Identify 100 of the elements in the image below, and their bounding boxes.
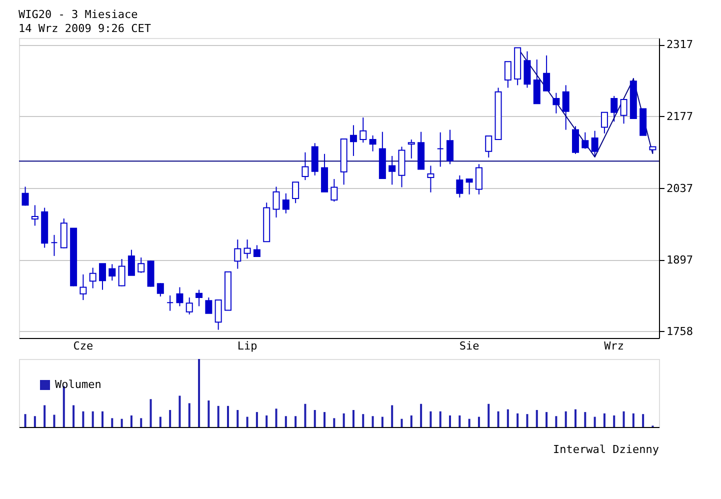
- candlestick: [436, 132, 444, 168]
- bar: [275, 408, 278, 427]
- text: Interwal Dzienny: [553, 443, 660, 456]
- bar: [226, 406, 229, 427]
- candlestick: [562, 84, 570, 130]
- candlestick: [118, 258, 126, 287]
- bar: [111, 418, 114, 427]
- bar: [130, 415, 132, 427]
- candlestick: [582, 132, 589, 150]
- bar: [208, 400, 210, 427]
- candlestick: [360, 116, 367, 144]
- candlestick: [22, 186, 29, 206]
- bar: [430, 411, 432, 427]
- bar: [150, 399, 152, 427]
- y-tick-label: 2317: [666, 38, 693, 52]
- bar: [506, 409, 509, 427]
- candlestick: [572, 126, 579, 154]
- candlestick: [80, 274, 87, 301]
- candlestick: [50, 234, 58, 256]
- bar: [178, 396, 181, 427]
- bar: [352, 410, 354, 427]
- candlestick: [138, 256, 145, 274]
- bar: [92, 411, 94, 427]
- bar: [381, 416, 384, 427]
- candlestick: [186, 296, 193, 315]
- bar: [362, 414, 364, 427]
- bar: [217, 406, 220, 427]
- bar: [314, 410, 316, 427]
- bar: [82, 411, 84, 427]
- candlestick: [234, 239, 242, 270]
- candlestick: [176, 286, 184, 307]
- bar: [372, 416, 374, 427]
- candlestick: [388, 155, 396, 186]
- bar: [140, 418, 142, 427]
- candlestick: [591, 130, 598, 158]
- bar: [236, 410, 239, 427]
- candlestick: [552, 92, 560, 114]
- bar: [294, 416, 297, 427]
- bar: [458, 415, 461, 427]
- bar: [44, 405, 46, 427]
- candlestick: [408, 139, 415, 160]
- candlestick: [99, 263, 106, 290]
- candlestick: [427, 165, 434, 193]
- candlestick: [533, 59, 540, 104]
- candlestick: [456, 174, 464, 198]
- x-tick-label: Sie: [459, 340, 480, 352]
- bar: [574, 409, 576, 427]
- bar: [468, 418, 470, 427]
- bar: [304, 404, 306, 427]
- bar: [102, 411, 104, 427]
- candlestick: [466, 178, 473, 195]
- bar: [642, 414, 644, 427]
- y-tick-label: 1897: [666, 254, 693, 267]
- candlestick: [620, 99, 628, 124]
- candlestick: [485, 135, 492, 158]
- bar: [400, 418, 403, 427]
- bar: [34, 416, 36, 427]
- bar: [72, 405, 75, 427]
- bar: [622, 411, 625, 427]
- chart-title: WIG20 - 3 Miesiace: [18, 8, 138, 21]
- x-tick-label: Wrz: [604, 340, 624, 352]
- x-tick-label: Lip: [237, 340, 258, 352]
- bar: [603, 413, 606, 427]
- bar: [449, 415, 452, 427]
- legend-label: Wolumen: [55, 378, 102, 391]
- bar: [342, 413, 345, 427]
- bar: [526, 414, 528, 427]
- candlestick: [610, 95, 618, 122]
- candlestick: [504, 61, 512, 88]
- candlestick: [543, 54, 550, 92]
- bar: [284, 416, 287, 427]
- candlestick: [292, 182, 300, 204]
- bar: [516, 413, 519, 427]
- bar: [159, 416, 162, 427]
- bar: [555, 416, 558, 427]
- candlestick: [350, 124, 357, 156]
- candlestick: [369, 134, 376, 152]
- bar: [420, 404, 422, 427]
- y-tick-label: 1758: [666, 324, 693, 338]
- bar: [198, 359, 200, 427]
- bar: [391, 405, 394, 427]
- candlestick: [475, 164, 482, 195]
- bar: [120, 418, 123, 427]
- bar: [536, 410, 538, 427]
- bar: [613, 415, 616, 427]
- bar: [594, 416, 596, 427]
- chart-subtitle: 14 Wrz 2009 9:26 CET: [18, 22, 152, 35]
- candlestick: [302, 152, 309, 181]
- bar: [497, 411, 500, 427]
- candlestick: [156, 282, 164, 297]
- candlestick: [205, 296, 212, 314]
- bar: [478, 416, 480, 427]
- y-tick-label: 2037: [666, 182, 693, 195]
- bar: [188, 403, 190, 427]
- candlestick: [272, 186, 280, 218]
- candlestick: [600, 112, 608, 134]
- bar: [584, 412, 586, 427]
- bar: [333, 418, 336, 427]
- candlestick: [244, 239, 251, 260]
- bar: [24, 414, 26, 427]
